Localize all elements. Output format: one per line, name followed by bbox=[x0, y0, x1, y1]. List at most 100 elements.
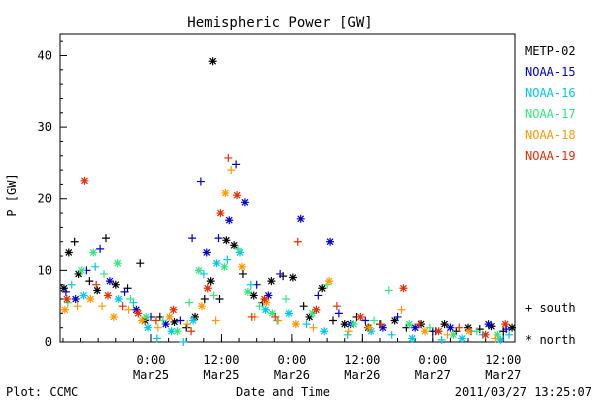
x-axis-label: Date and Time bbox=[236, 385, 330, 399]
south-point bbox=[136, 259, 145, 268]
legend-entry-noaa-16: NOAA-16 bbox=[525, 86, 576, 100]
south-point bbox=[227, 166, 236, 175]
south-point bbox=[101, 234, 110, 243]
north-point bbox=[206, 277, 215, 286]
y-tick-label: 40 bbox=[38, 48, 52, 62]
north-point bbox=[62, 295, 71, 304]
x-axis: 0:00Mar2512:00Mar250:00Mar2612:00Mar260:… bbox=[62, 334, 521, 382]
north-point bbox=[189, 316, 198, 325]
north-point bbox=[80, 176, 89, 185]
south-point bbox=[179, 338, 188, 346]
north-point bbox=[202, 248, 211, 257]
north-point bbox=[261, 305, 270, 314]
north-point bbox=[111, 280, 120, 289]
north-point bbox=[225, 216, 234, 225]
south-point bbox=[61, 287, 70, 296]
north-point bbox=[325, 277, 334, 286]
north-point bbox=[134, 309, 143, 318]
north-point bbox=[446, 323, 455, 332]
north-point bbox=[411, 323, 420, 332]
north-point bbox=[267, 277, 276, 286]
north-point bbox=[138, 316, 147, 325]
south-point bbox=[234, 244, 243, 253]
north-point bbox=[132, 305, 141, 314]
north-point bbox=[203, 284, 212, 293]
south-point bbox=[176, 316, 185, 325]
south-point bbox=[323, 280, 332, 289]
x-tick-label-time: 12:00 bbox=[203, 353, 239, 367]
north-point bbox=[109, 312, 118, 321]
south-point bbox=[124, 305, 133, 314]
south-point bbox=[223, 255, 232, 264]
north-point bbox=[167, 327, 176, 336]
series-noaa-17 bbox=[63, 244, 502, 339]
north-point bbox=[230, 241, 239, 250]
marker-legend-north: * north bbox=[525, 333, 576, 347]
south-point bbox=[126, 295, 135, 304]
north-point bbox=[89, 248, 98, 257]
north-point bbox=[74, 269, 83, 278]
south-point bbox=[332, 302, 341, 311]
south-point bbox=[425, 323, 434, 332]
south-point bbox=[224, 153, 233, 162]
north-point bbox=[399, 284, 408, 293]
south-point bbox=[361, 316, 370, 325]
north-point bbox=[71, 295, 80, 304]
north-point bbox=[305, 312, 314, 321]
north-point bbox=[260, 295, 269, 304]
series-noaa-19 bbox=[62, 153, 510, 339]
south-point bbox=[491, 334, 500, 343]
south-point bbox=[183, 320, 192, 329]
marker-legend-south: + south bbox=[525, 301, 576, 315]
x-tick-label-date: Mar25 bbox=[133, 368, 169, 382]
south-point bbox=[329, 316, 337, 325]
south-point bbox=[455, 323, 464, 332]
north-point bbox=[240, 198, 249, 207]
x-tick-label-date: Mar27 bbox=[415, 368, 451, 382]
north-point bbox=[113, 259, 122, 268]
north-point bbox=[264, 291, 273, 300]
plot-area bbox=[59, 33, 516, 343]
south-point bbox=[98, 302, 107, 311]
x-tick-label-time: 0:00 bbox=[137, 353, 166, 367]
south-point bbox=[232, 160, 241, 169]
north-point bbox=[390, 316, 399, 325]
south-point bbox=[397, 305, 406, 314]
series-noaa-15 bbox=[61, 160, 511, 336]
north-point bbox=[508, 323, 517, 332]
north-point bbox=[243, 287, 252, 296]
south-point bbox=[215, 295, 224, 304]
north-point bbox=[165, 312, 174, 321]
north-point bbox=[326, 237, 335, 246]
north-point bbox=[465, 327, 474, 336]
legend-entry-noaa-15: NOAA-15 bbox=[525, 65, 576, 79]
south-point bbox=[505, 330, 514, 339]
south-point bbox=[246, 280, 255, 289]
south-point bbox=[182, 323, 191, 332]
north-point bbox=[249, 291, 258, 300]
north-point bbox=[216, 209, 225, 218]
north-point bbox=[449, 330, 458, 339]
south-point bbox=[67, 280, 76, 289]
north-point bbox=[103, 291, 112, 300]
north-point bbox=[458, 334, 467, 343]
x-tick-label-date: Mar27 bbox=[485, 368, 521, 382]
south-point bbox=[185, 298, 194, 307]
south-point bbox=[384, 286, 393, 295]
legend-entry-noaa-17: NOAA-17 bbox=[525, 107, 576, 121]
north-point bbox=[320, 327, 329, 336]
south-point bbox=[120, 287, 129, 296]
north-point bbox=[170, 317, 179, 326]
north-point bbox=[367, 327, 376, 336]
north-point bbox=[493, 330, 502, 339]
south-point bbox=[502, 325, 511, 334]
north-point bbox=[296, 214, 305, 223]
series-noaa-18 bbox=[60, 166, 500, 343]
north-point bbox=[481, 330, 490, 339]
south-point bbox=[209, 291, 218, 300]
south-point bbox=[255, 302, 264, 311]
south-point bbox=[387, 330, 396, 339]
north-point bbox=[169, 305, 178, 314]
south-point bbox=[472, 327, 481, 336]
y-tick-label: 30 bbox=[38, 120, 52, 134]
